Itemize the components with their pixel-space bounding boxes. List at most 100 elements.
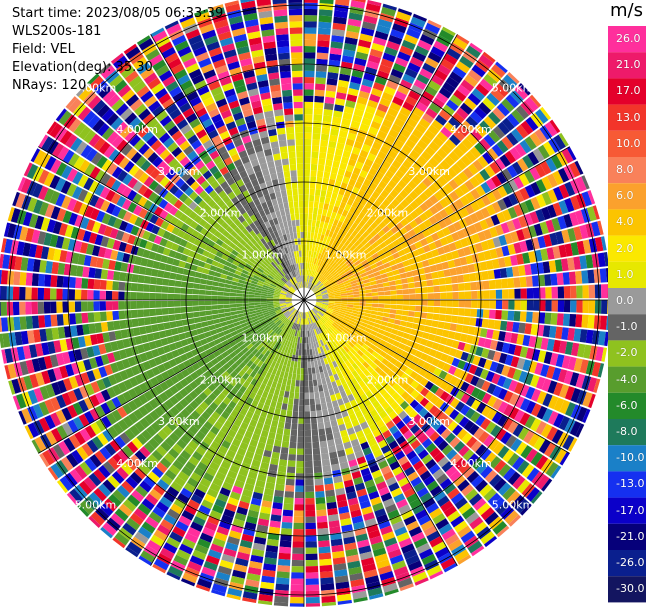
ppi-gate	[145, 350, 154, 360]
ppi-gate	[105, 399, 117, 412]
ppi-gate	[358, 39, 372, 49]
ppi-gate	[138, 555, 153, 566]
ppi-gate	[118, 301, 125, 310]
ppi-gate	[404, 223, 413, 232]
ppi-gate	[266, 392, 274, 401]
ppi-gate	[151, 225, 161, 235]
ppi-gate	[208, 226, 217, 235]
ppi-gate	[253, 365, 261, 373]
ppi-gate	[187, 477, 199, 488]
ppi-gate	[343, 479, 354, 488]
ppi-gate	[267, 431, 276, 440]
ppi-gate	[495, 310, 502, 320]
ppi-gate	[333, 373, 340, 381]
ppi-gate	[381, 246, 390, 254]
ppi-gate	[205, 305, 212, 311]
ppi-gate	[444, 276, 452, 285]
ppi-gate	[399, 189, 409, 199]
ppi-gate	[327, 439, 335, 447]
ppi-gate	[89, 454, 102, 468]
ppi-gate	[427, 293, 435, 300]
ppi-gate	[251, 399, 259, 408]
ppi-gate	[350, 578, 365, 588]
ppi-gate	[457, 125, 470, 137]
ppi-gate	[226, 593, 241, 601]
ppi-gate	[382, 139, 393, 150]
ppi-gate	[391, 520, 405, 531]
ppi-gate	[290, 429, 298, 437]
ppi-gate	[412, 413, 423, 424]
ppi-gate	[356, 330, 364, 337]
ppi-gate	[558, 200, 569, 215]
ppi-gate	[549, 352, 559, 366]
ppi-gate	[310, 270, 314, 277]
ppi-gate	[308, 336, 311, 344]
ppi-gate	[332, 360, 338, 368]
ppi-gate	[156, 315, 164, 324]
ppi-gate	[310, 163, 318, 171]
ppi-gate	[322, 331, 328, 338]
ppi-gate	[244, 585, 259, 594]
ppi-gate	[234, 374, 242, 382]
ppi-gate	[304, 448, 313, 455]
ppi-gate	[593, 268, 601, 283]
ppi-gate	[102, 479, 116, 493]
ppi-gate	[354, 232, 362, 240]
ppi-gate	[408, 305, 416, 311]
ppi-gate	[205, 406, 215, 416]
ppi-gate	[391, 560, 407, 571]
ppi-gate	[452, 146, 465, 159]
ppi-gate	[202, 527, 216, 538]
ppi-gate	[307, 263, 310, 270]
ppi-gate	[93, 311, 101, 323]
ppi-gate	[57, 380, 67, 394]
ppi-gate	[517, 426, 530, 441]
ppi-gate	[277, 421, 285, 429]
ppi-gate	[352, 166, 362, 176]
ppi-gate	[79, 242, 89, 254]
ppi-gate	[369, 229, 378, 238]
ppi-gate	[293, 528, 304, 536]
ppi-gate	[143, 211, 154, 222]
ppi-gate	[273, 276, 280, 282]
ppi-gate	[395, 309, 403, 315]
ppi-gate	[220, 321, 228, 327]
ppi-gate	[397, 84, 410, 96]
ppi-gate	[462, 466, 475, 479]
ppi-gate	[289, 435, 297, 443]
ppi-gate	[539, 287, 546, 299]
ppi-gate	[506, 321, 514, 332]
ppi-gate	[414, 240, 423, 249]
ppi-gate	[292, 553, 304, 561]
ppi-gate	[427, 19, 442, 29]
ppi-gate	[524, 415, 536, 429]
ppi-gate	[284, 346, 289, 354]
ppi-gate	[400, 254, 408, 262]
ppi-gate	[475, 479, 488, 493]
ppi-gate	[538, 312, 546, 324]
ppi-gate	[120, 462, 134, 476]
ppi-gate	[116, 406, 128, 419]
ppi-gate	[149, 376, 160, 387]
ppi-gate	[31, 439, 42, 454]
ppi-gate	[305, 528, 317, 536]
ppi-gate	[562, 434, 575, 451]
ppi-gate	[483, 359, 493, 370]
ppi-gate	[507, 471, 521, 486]
ppi-gate	[341, 369, 348, 378]
ppi-gate	[471, 290, 478, 299]
ppi-gate	[68, 276, 76, 289]
ppi-gate	[378, 439, 388, 449]
ppi-gate	[335, 359, 342, 367]
ppi-gate	[61, 237, 71, 250]
ppi-gate	[154, 406, 165, 417]
ppi-gate	[262, 286, 269, 291]
ppi-gate	[84, 163, 96, 177]
ppi-gate	[280, 446, 289, 455]
ppi-gate	[327, 327, 334, 334]
ppi-gate	[270, 283, 277, 288]
ppi-gate	[304, 33, 317, 41]
ppi-gate	[408, 133, 420, 144]
ppi-gate	[279, 540, 292, 548]
ppi-gate	[170, 375, 180, 385]
